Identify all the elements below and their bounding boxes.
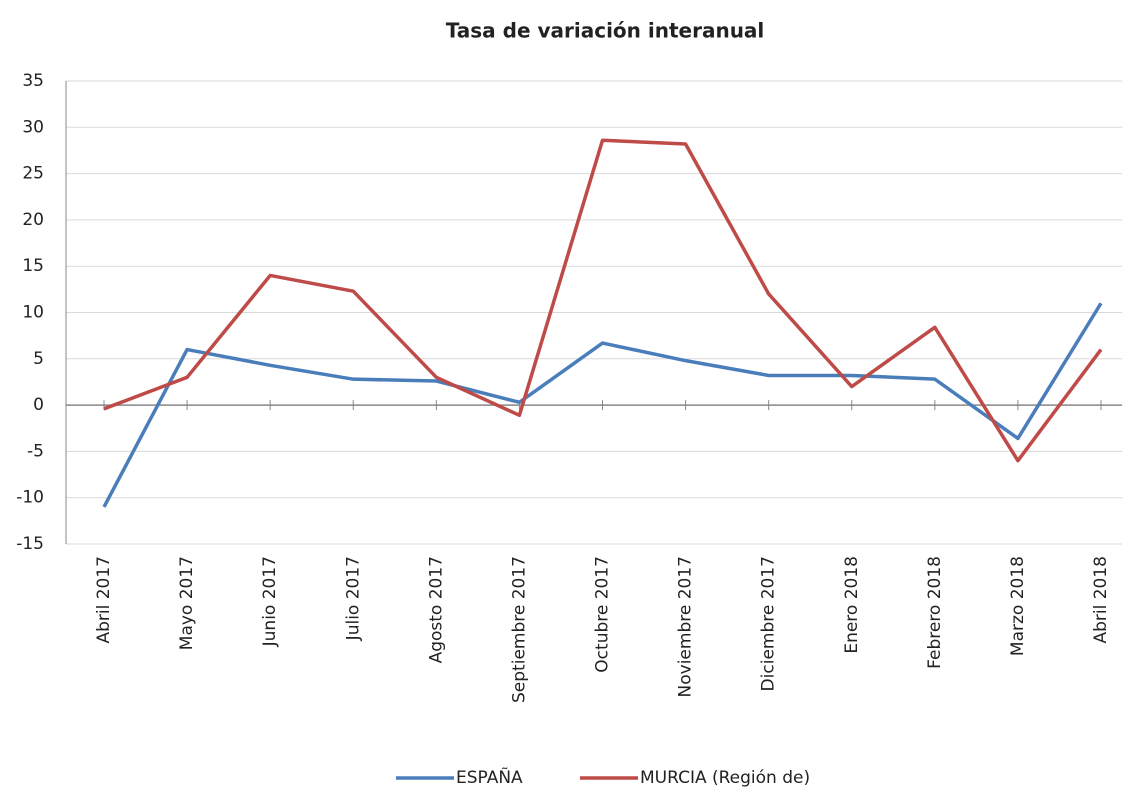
x-tick-label: Julio 2017 [343,556,363,641]
series-line [102,302,1103,508]
legend-label: MURCIA (Región de) [640,768,810,788]
y-tick-label: 10 [22,303,44,323]
y-tick-label: 35 [22,71,44,91]
legend-item: MURCIA (Región de) [580,768,810,788]
x-tick-label: Enero 2018 [842,556,862,654]
x-tick-label: Septiembre 2017 [509,556,529,703]
x-tick-label: Abril 2017 [94,556,114,644]
x-tick-label: Noviembre 2017 [676,556,696,697]
x-tick-label: Octubre 2017 [593,556,613,673]
x-tick-label: Febrero 2018 [925,556,945,669]
y-tick-label: 30 [22,117,44,137]
x-tick-label: Marzo 2018 [1008,556,1028,656]
y-tick-label: 5 [33,349,44,369]
legend-item: ESPAÑA [396,766,523,788]
x-tick-label: Junio 2017 [260,556,280,647]
y-tick-label: -5 [27,441,44,461]
y-tick-label: -10 [16,488,44,508]
y-tick-label: 15 [22,256,44,276]
x-tick-label: Agosto 2017 [426,556,446,663]
x-tick-label: Abril 2018 [1091,556,1111,644]
x-tick-label: Mayo 2017 [177,556,197,650]
series-line [103,138,1103,463]
y-tick-label: 20 [22,210,44,230]
y-tick-label: 0 [33,395,44,415]
legend-label: ESPAÑA [456,766,523,788]
y-tick-label: -15 [16,534,44,554]
y-tick-label: 25 [22,164,44,184]
x-tick-label: Diciembre 2017 [759,556,779,691]
chart-title: Tasa de variación interanual [446,19,765,43]
